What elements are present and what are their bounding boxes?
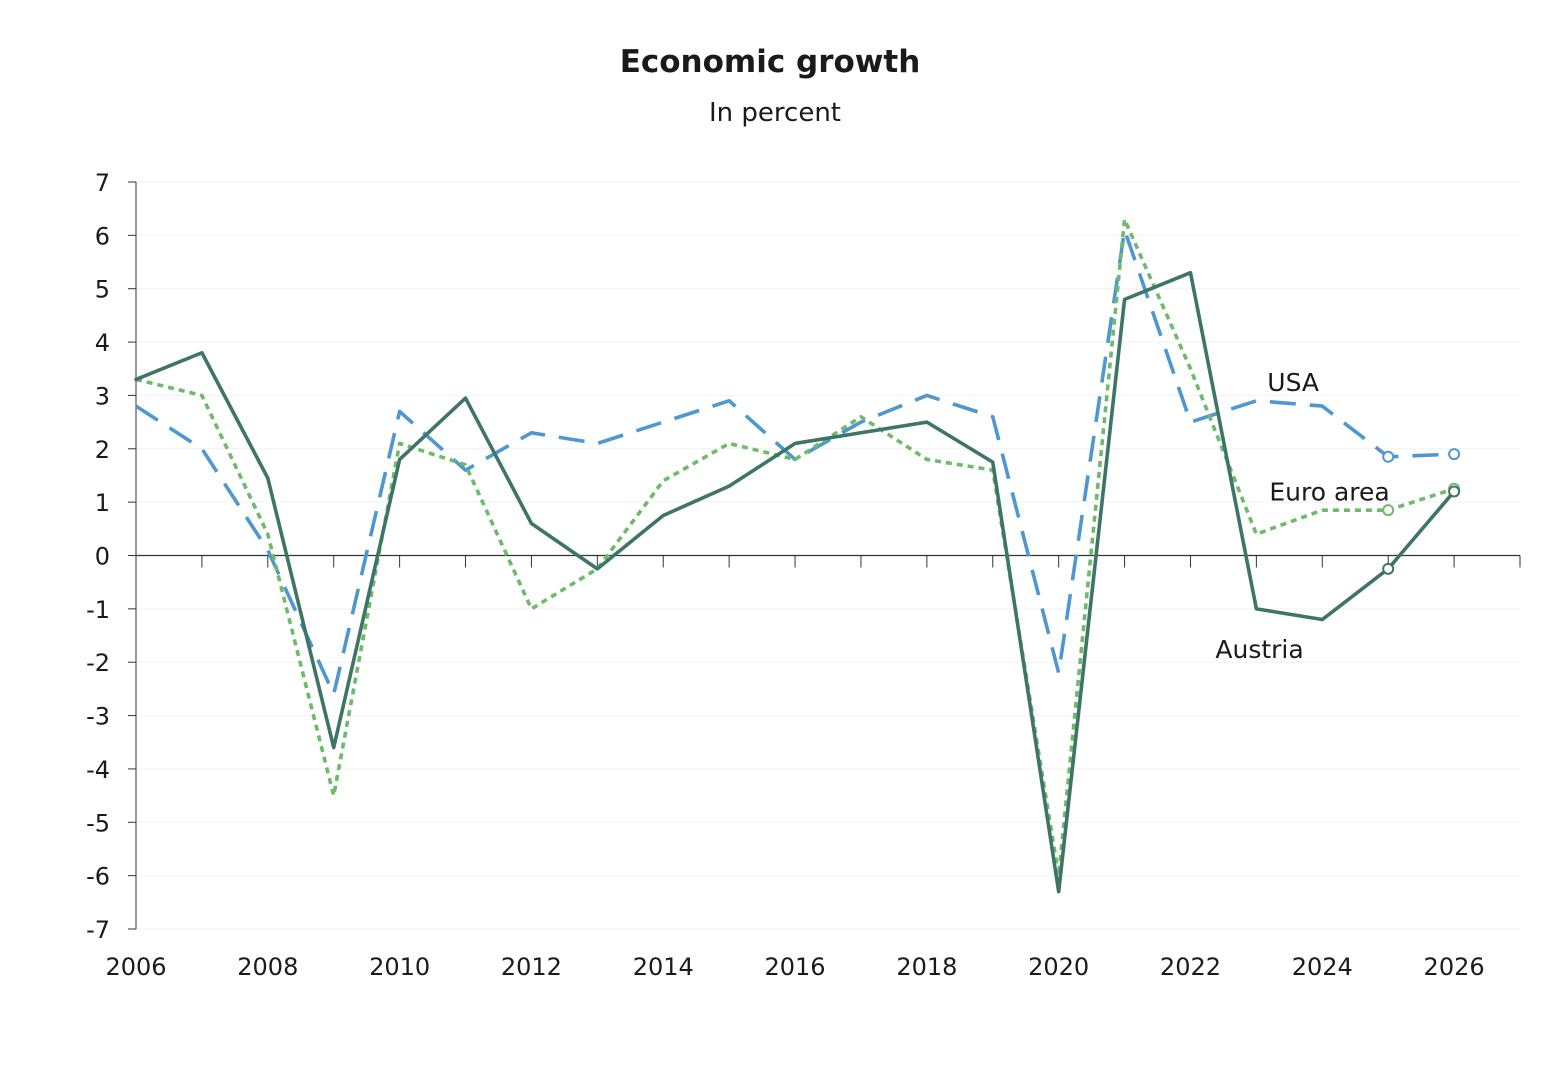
y-tick-label: -4	[86, 756, 110, 784]
y-tick-label: -7	[86, 916, 110, 944]
y-tick-label: 5	[95, 276, 110, 304]
series-labels: Austria Euro area USA	[1215, 368, 1389, 664]
axes: 7 6 5 4 3 2 1 0 -1 -2 -3 -4 -5 -6 -7 2006 2008 2010 2012 20…	[86, 169, 1521, 981]
y-tick-label: -6	[86, 863, 110, 891]
y-tick-label: 7	[95, 169, 110, 197]
y-tick-label: -5	[86, 809, 110, 837]
x-tick-label: 2010	[369, 953, 430, 981]
series-label-austria: Austria	[1215, 635, 1303, 664]
x-tick-label: 2006	[105, 953, 166, 981]
y-tick-label: 4	[95, 329, 110, 357]
series-line-austria	[134, 270, 1456, 894]
x-tick-label: 2024	[1292, 953, 1353, 981]
y-tick-label: -2	[86, 649, 110, 677]
y-tick-label: 3	[95, 382, 110, 410]
chart-subtitle: In percent	[709, 98, 841, 128]
series-line-usa	[135, 228, 1455, 697]
x-tick-label: 2012	[501, 953, 562, 981]
y-tick-label: -1	[86, 596, 110, 624]
series-label-usa: USA	[1267, 368, 1319, 397]
x-tick-label: 2018	[896, 953, 957, 981]
data-point-euro-area	[1382, 504, 1395, 517]
y-tick-label: 2	[95, 436, 110, 464]
y-tick-label: 6	[95, 222, 110, 250]
y-tick-label: 1	[95, 489, 110, 517]
series-lines	[134, 217, 1461, 894]
data-point-usa	[1382, 450, 1395, 463]
x-tick-label: 2020	[1028, 953, 1089, 981]
chart-title: Economic growth	[620, 44, 921, 80]
x-tick-label: 2014	[633, 953, 694, 981]
data-point-usa	[1448, 448, 1461, 461]
x-tick-label: 2008	[237, 953, 298, 981]
x-tick-label: 2026	[1424, 953, 1485, 981]
y-tick-label: -3	[86, 703, 110, 731]
data-point-austria	[1382, 562, 1395, 575]
x-tick-label: 2022	[1160, 953, 1221, 981]
gridlines	[136, 181, 1520, 930]
y-tick-label: 0	[95, 543, 110, 571]
x-tick-label: 2016	[765, 953, 826, 981]
series-label-euro-area: Euro area	[1269, 477, 1389, 506]
data-point-austria	[1448, 485, 1461, 498]
series-line-euro-area	[135, 217, 1455, 878]
